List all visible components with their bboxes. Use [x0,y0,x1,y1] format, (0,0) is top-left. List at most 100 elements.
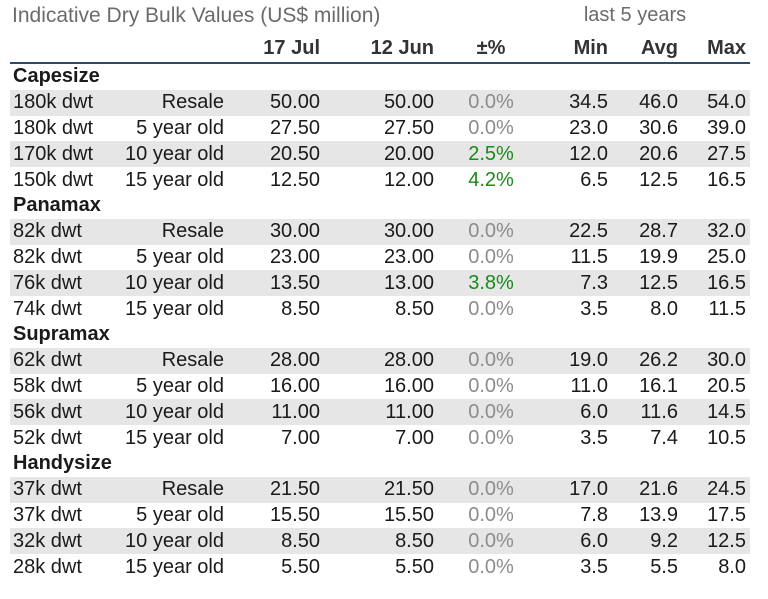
value-min: 11.0 [570,374,608,397]
header-max: Max [682,34,750,64]
vessel-age: 15 year old [125,297,224,320]
vessel-age: Resale [108,89,228,116]
value-avg: 26.2 [612,347,682,374]
value-change: 0.0% [438,218,548,245]
value-change: 0.0% [468,374,514,397]
value-avg: 21.6 [612,476,682,503]
value-max: 11.5 [708,297,746,320]
value-change: 0.0% [438,399,548,426]
value-change: 0.0% [438,347,548,374]
vessel-size: 58k dwt [13,374,82,397]
value-previous: 12.00 [383,168,434,191]
table-row: 37k dwt 5 year old 15.50 15.50 0.0% 7.8 13.9 17… [10,503,750,529]
vessel-age: Resale [108,347,228,374]
value-current: 11.00 [228,399,324,426]
value-max: 10.5 [707,426,746,449]
value-min: 6.0 [548,528,612,555]
value-min: 17.0 [548,476,612,503]
report-title: Indicative Dry Bulk Values (US$ million) [12,4,381,27]
vessel-size: 180k dwt [13,116,94,139]
value-previous: 21.50 [324,476,438,503]
value-avg: 20.6 [612,141,682,168]
header-blank [10,34,108,64]
value-current: 28.00 [228,347,324,374]
value-min: 3.5 [580,297,608,320]
table-row: 52k dwt 15 year old 7.00 7.00 0.0% 3.5 7.4 10.5 [10,425,750,451]
vessel-age: 15 year old [125,555,224,578]
vessel-size: 32k dwt [10,528,108,555]
value-max: 54.0 [682,89,750,116]
value-min: 19.0 [548,347,612,374]
values-table: 17 Jul 12 Jun ±% Min Avg Max Capesize 180… [10,34,750,580]
vessel-age: 5 year old [136,503,224,526]
table-body: Capesize 180k dwt Resale 50.00 50.00 0.0% 34.5… [10,63,750,580]
value-change: 0.0% [438,476,548,503]
value-max: 24.5 [682,476,750,503]
value-min: 3.5 [580,555,608,578]
value-change: 0.0% [438,89,548,116]
value-avg: 12.5 [639,168,678,191]
vessel-age: 5 year old [136,374,224,397]
value-current: 8.50 [281,297,320,320]
value-previous: 50.00 [324,89,438,116]
value-previous: 8.50 [395,297,434,320]
value-max: 16.5 [682,270,750,297]
value-current: 15.50 [269,503,320,526]
value-current: 21.50 [228,476,324,503]
section-header: Capesize [10,63,750,90]
value-min: 7.3 [548,270,612,297]
table-row: 74k dwt 15 year old 8.50 8.50 0.0% 3.5 8.0 11.5 [10,296,750,322]
vessel-age: 10 year old [108,141,228,168]
value-previous: 23.00 [383,245,434,268]
vessel-size: 52k dwt [13,426,82,449]
vessel-size: 37k dwt [13,503,82,526]
value-max: 32.0 [682,218,750,245]
value-avg: 19.9 [639,245,678,268]
last-5-years-heading: last 5 years [583,4,687,26]
vessel-size: 170k dwt [10,141,108,168]
value-min: 3.5 [580,426,608,449]
value-change: 3.8% [438,270,548,297]
table-row: 180k dwt 5 year old 27.50 27.50 0.0% 23.0 30.6… [10,116,750,142]
value-min: 7.8 [580,503,608,526]
value-current: 8.50 [228,528,324,555]
value-change: 4.2% [468,168,514,191]
header-previous: 12 Jun [324,34,438,64]
value-current: 50.00 [228,89,324,116]
section-name: Handysize [13,452,112,475]
table-row: 56k dwt 10 year old 11.00 11.00 0.0% 6.0 11.6 1… [10,399,750,426]
value-previous: 13.00 [324,270,438,297]
value-current: 12.50 [269,168,320,191]
header-min: Min [548,34,612,64]
value-previous: 27.50 [383,116,434,139]
value-change: 0.0% [468,426,514,449]
vessel-age: 10 year old [108,528,228,555]
value-avg: 8.0 [650,297,678,320]
table-row: 58k dwt 5 year old 16.00 16.00 0.0% 11.0 16.1 2… [10,374,750,400]
value-previous: 15.50 [383,503,434,526]
value-avg: 9.2 [612,528,682,555]
vessel-age: 10 year old [108,270,228,297]
vessel-size: 150k dwt [13,168,94,191]
section-header: Handysize [10,451,750,477]
value-max: 8.0 [718,555,746,578]
vessel-size: 82k dwt [10,218,108,245]
vessel-size: 82k dwt [13,245,82,268]
table-row: 76k dwt 10 year old 13.50 13.00 3.8% 7.3 12.5 1… [10,270,750,297]
value-avg: 46.0 [612,89,682,116]
value-previous: 8.50 [324,528,438,555]
vessel-age: Resale [108,476,228,503]
value-max: 12.5 [682,528,750,555]
value-max: 20.5 [707,374,746,397]
value-avg: 30.6 [639,116,678,139]
section-name: Panamax [13,194,101,217]
value-change: 0.0% [468,297,514,320]
table-row: 62k dwt Resale 28.00 28.00 0.0% 19.0 26.2 30.0 [10,347,750,374]
value-min: 22.5 [548,218,612,245]
header-row: 17 Jul 12 Jun ±% Min Avg Max [10,34,750,64]
vessel-age: 5 year old [136,116,224,139]
vessel-age: 15 year old [125,426,224,449]
value-min: 23.0 [569,116,608,139]
value-change: 0.0% [468,116,514,139]
table-row: 180k dwt Resale 50.00 50.00 0.0% 34.5 46.0 54.0 [10,89,750,116]
